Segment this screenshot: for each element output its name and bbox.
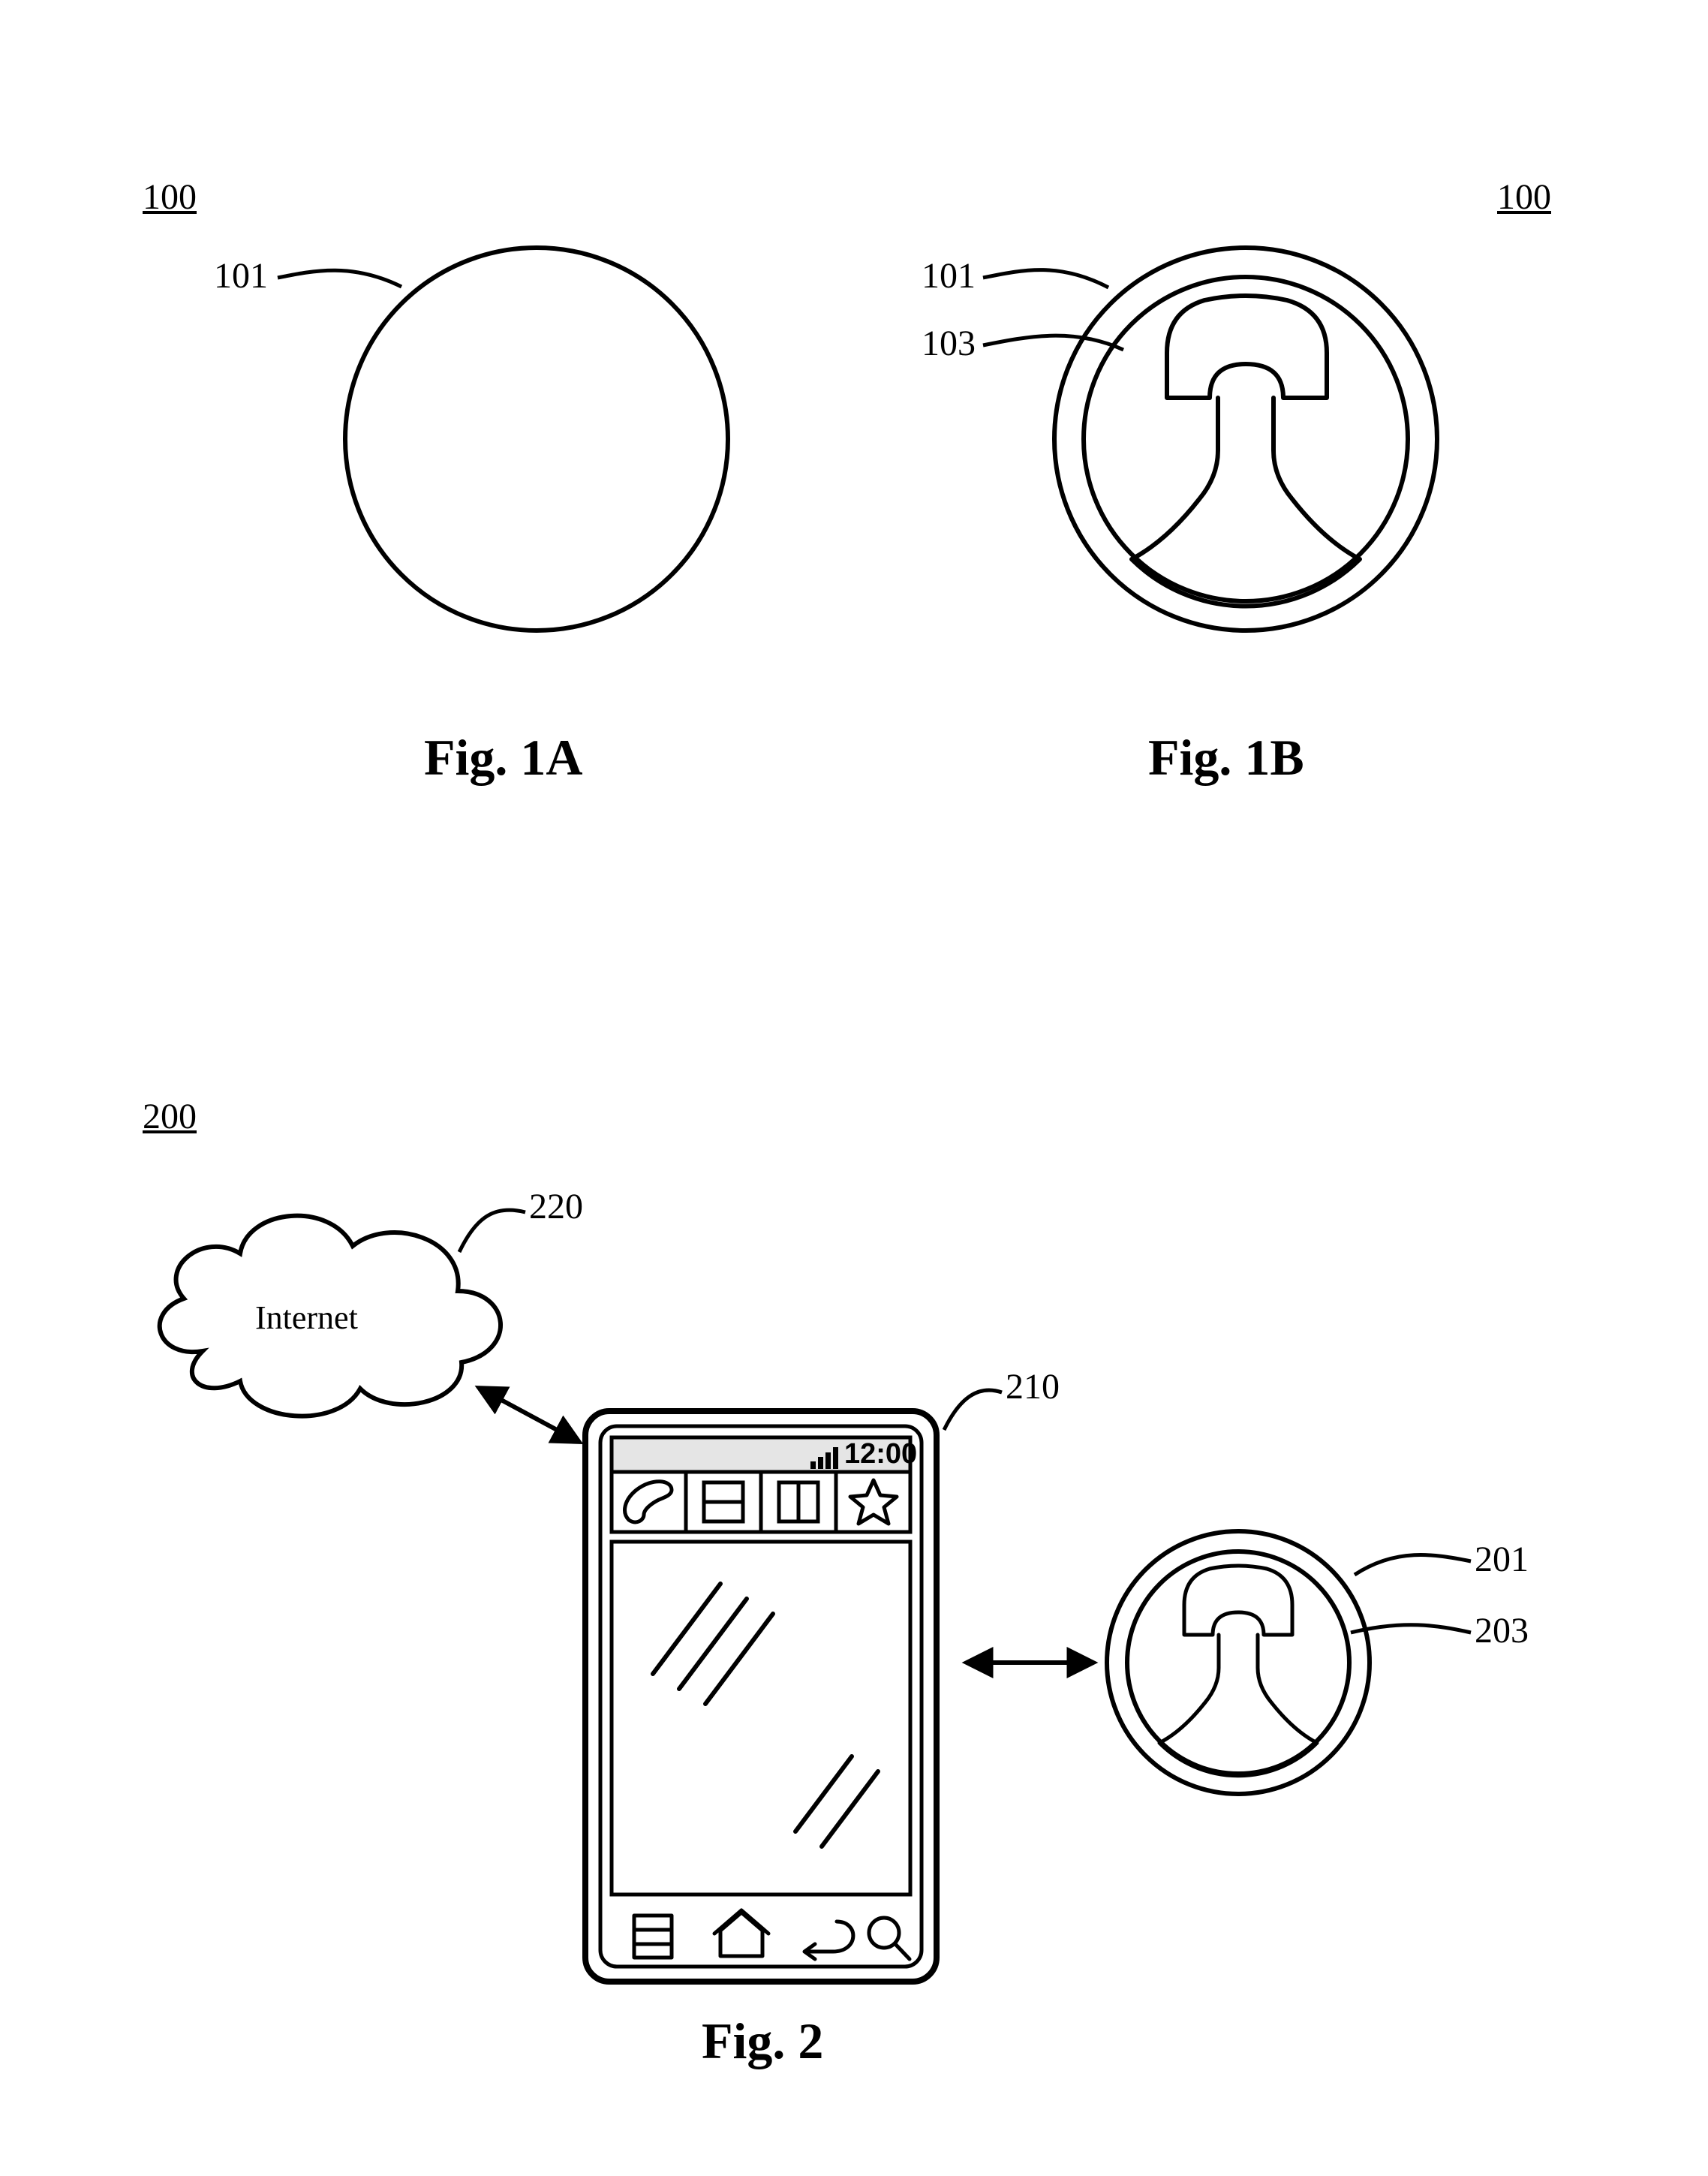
fig1a-ref-100: 100 xyxy=(143,176,197,218)
fig1a-lead-101 xyxy=(278,270,401,287)
fig1b-ref-101: 101 xyxy=(922,255,976,296)
phone-status-time: 12:00 xyxy=(844,1438,917,1470)
fig2-lead-210 xyxy=(944,1390,1002,1430)
fig1b-ref-103: 103 xyxy=(922,323,976,364)
arrow-cloud-phone xyxy=(480,1389,578,1441)
figure-svg xyxy=(0,0,1708,2176)
fig2-cloud-label: Internet xyxy=(255,1299,358,1337)
fig1b-lead-103 xyxy=(983,336,1123,350)
fig1b-bell-shape xyxy=(1132,296,1360,606)
fig1b-lead-101 xyxy=(983,270,1108,287)
fig1a-ref-101: 101 xyxy=(214,255,268,296)
sensor xyxy=(1107,1531,1370,1794)
fig1b-outer-circle-101 xyxy=(1054,248,1437,631)
fig1b-inner-circle-103 xyxy=(1084,277,1408,601)
fig2-lead-203 xyxy=(1351,1625,1471,1633)
fig2-caption: Fig. 2 xyxy=(702,2012,823,2071)
fig2-ref-220: 220 xyxy=(529,1186,583,1227)
fig2-ref-203: 203 xyxy=(1475,1610,1529,1651)
fig1b-ref-100: 100 xyxy=(1497,176,1551,218)
fig1b-caption: Fig. 1B xyxy=(1148,728,1304,787)
fig1a-circle-101 xyxy=(345,248,728,631)
fig2-lead-201 xyxy=(1355,1555,1471,1575)
fig1a-caption: Fig. 1A xyxy=(424,728,583,787)
fig2-ref-201: 201 xyxy=(1475,1539,1529,1580)
fig-1a xyxy=(278,248,728,631)
figure-page: 100 101 Fig. 1A 100 101 103 Fig. 1B 200 … xyxy=(0,0,1708,2176)
phone xyxy=(585,1411,937,1982)
fig-1b xyxy=(983,248,1437,631)
fig2-ref-200: 200 xyxy=(143,1096,197,1137)
fig2-ref-210: 210 xyxy=(1006,1366,1060,1407)
fig2-lead-220 xyxy=(459,1210,525,1252)
sensor-outer-201 xyxy=(1107,1531,1370,1794)
